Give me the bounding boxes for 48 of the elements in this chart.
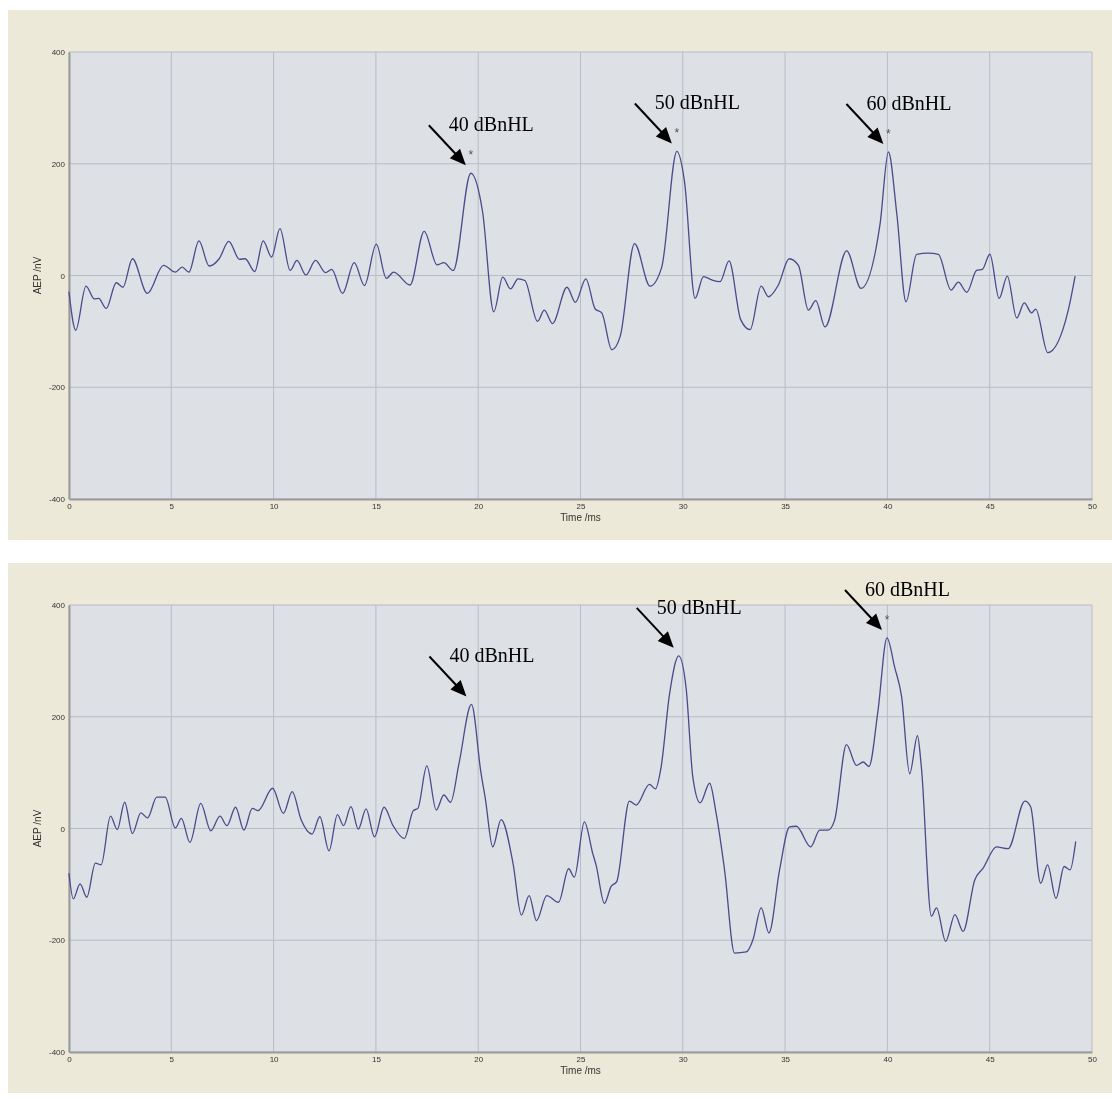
annotation: 60 dBnHL xyxy=(866,92,952,115)
x-tick-label: 15 xyxy=(371,1054,382,1064)
annotation: * xyxy=(886,127,892,142)
y-tick-label: -400 xyxy=(48,495,66,505)
annotation: 60 dBnHL xyxy=(864,577,950,600)
y-axis-title: AEP /nV xyxy=(32,809,43,848)
x-axis-title: Time /ms xyxy=(560,1065,601,1076)
x-tick-label: 40 xyxy=(883,1054,893,1064)
annotation: 50 dBnHL xyxy=(654,91,740,114)
x-tick-label: 25 xyxy=(576,1054,586,1064)
x-tick-label: 50 xyxy=(1088,501,1098,511)
y-tick-label: -200 xyxy=(48,936,66,946)
y-tick-label: 400 xyxy=(51,601,66,611)
y-tick-label: 200 xyxy=(51,159,66,169)
annotation: 50 dBnHL xyxy=(656,595,742,618)
annotation: 40 dBnHL xyxy=(448,113,534,136)
y-tick-label: 0 xyxy=(60,271,66,281)
y-tick-label: 0 xyxy=(60,824,66,834)
x-tick-label: 30 xyxy=(678,1054,689,1064)
annotation: * xyxy=(674,126,680,141)
x-tick-label: 0 xyxy=(67,501,73,511)
x-tick-label: 0 xyxy=(67,1054,73,1064)
y-axis-title: AEP /nV xyxy=(32,256,43,295)
x-tick-label: 30 xyxy=(678,501,689,511)
x-tick-label: 50 xyxy=(1088,1054,1098,1064)
annotation: * xyxy=(884,612,890,627)
x-tick-label: 15 xyxy=(371,501,382,511)
x-tick-label: 35 xyxy=(781,501,791,511)
x-tick-label: 10 xyxy=(269,501,280,511)
x-tick-label: 5 xyxy=(169,1054,175,1064)
annotation: 40 dBnHL xyxy=(449,644,535,667)
y-tick-label: -200 xyxy=(48,383,66,393)
annotation: * xyxy=(468,148,474,163)
x-tick-label: 20 xyxy=(474,501,484,511)
line-series xyxy=(68,150,1076,354)
x-tick-label: 25 xyxy=(576,501,586,511)
x-tick-label: 5 xyxy=(169,501,175,511)
x-tick-label: 10 xyxy=(269,1054,280,1064)
x-tick-label: 35 xyxy=(781,1054,791,1064)
y-tick-label: 400 xyxy=(51,48,66,58)
x-tick-label: 40 xyxy=(883,501,893,511)
x-tick-label: 45 xyxy=(985,501,996,511)
line-series xyxy=(68,637,1077,954)
y-tick-label: -400 xyxy=(48,1048,66,1058)
x-tick-label: 20 xyxy=(474,1054,484,1064)
y-tick-label: 200 xyxy=(51,712,66,722)
x-tick-label: 45 xyxy=(985,1054,996,1064)
x-axis-title: Time /ms xyxy=(560,512,601,523)
